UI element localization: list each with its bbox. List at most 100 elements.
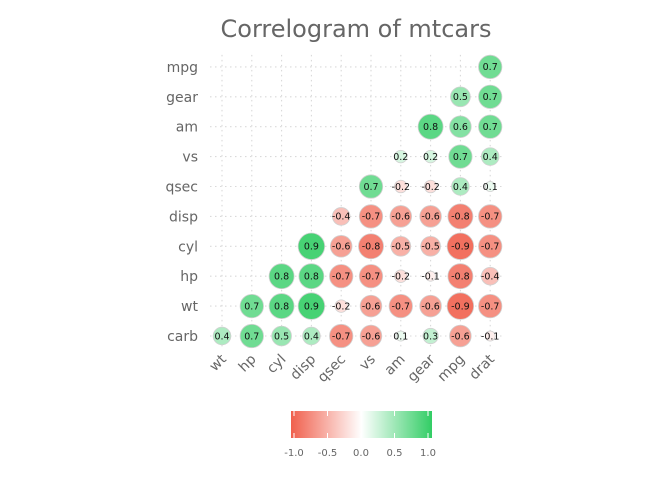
cell-qsec-am xyxy=(394,179,408,194)
y-tick-mpg: mpg xyxy=(167,60,198,76)
cell-label-disp-am: -0.6 xyxy=(392,212,411,223)
x-tick-cyl: cyl xyxy=(264,352,289,377)
cell-label-am-gear: 0.8 xyxy=(423,122,438,133)
cell-label-hp-cyl: 0.8 xyxy=(274,272,289,283)
y-tick-vs: vs xyxy=(182,150,198,166)
cell-label-cyl-vs: -0.8 xyxy=(362,242,381,253)
x-tick-disp: disp xyxy=(287,351,319,383)
cell-cyl-qsec xyxy=(329,235,353,258)
y-tick-wt: wt xyxy=(181,299,198,315)
cell-label-vs-gear: 0.2 xyxy=(423,152,438,163)
cell-carb-gear xyxy=(422,327,439,345)
cell-label-wt-disp: 0.9 xyxy=(304,301,319,312)
cell-disp-gear xyxy=(419,205,442,228)
cell-label-hp-drat: -0.4 xyxy=(481,272,500,283)
cell-label-carb-disp: 0.4 xyxy=(304,331,319,342)
x-tick-vs: vs xyxy=(356,352,378,374)
cell-label-wt-qsec: -0.2 xyxy=(332,301,351,312)
cell-cyl-gear xyxy=(420,236,441,257)
cell-am-drat xyxy=(478,114,503,139)
cell-label-carb-cyl: 0.5 xyxy=(274,331,289,342)
cell-carb-wt xyxy=(212,326,232,346)
cell-wt-disp xyxy=(297,292,326,320)
cell-qsec-vs xyxy=(358,174,384,199)
cell-carb-disp xyxy=(302,326,321,346)
cell-label-am-mpg: 0.6 xyxy=(453,122,468,133)
cell-label-carb-mpg: -0.6 xyxy=(451,331,470,342)
cell-gear-mpg xyxy=(450,86,471,108)
cell-carb-mpg xyxy=(449,324,472,348)
legend-tick-label-3: 0.5 xyxy=(387,448,403,459)
x-tick-mpg: mpg xyxy=(435,352,469,386)
cell-am-gear xyxy=(417,113,444,140)
cell-label-disp-mpg: -0.8 xyxy=(451,212,470,223)
cell-label-wt-hp: 0.7 xyxy=(244,301,259,312)
y-tick-disp: disp xyxy=(169,209,198,225)
cell-carb-cyl xyxy=(271,325,292,347)
cell-label-carb-am: 0.1 xyxy=(393,331,408,342)
cell-label-cyl-disp: 0.9 xyxy=(304,242,319,253)
y-tick-carb: carb xyxy=(167,329,198,345)
cell-label-hp-qsec: -0.7 xyxy=(332,272,351,283)
cell-label-cyl-mpg: -0.9 xyxy=(451,242,470,253)
cell-label-cyl-gear: -0.5 xyxy=(421,242,440,253)
cell-label-disp-qsec: -0.4 xyxy=(332,212,351,223)
x-tick-drat: drat xyxy=(466,351,498,383)
cell-vs-gear xyxy=(423,149,438,164)
cell-label-wt-mpg: -0.9 xyxy=(451,301,470,312)
y-tick-am: am xyxy=(176,120,198,136)
cell-qsec-drat xyxy=(484,181,496,192)
cell-hp-qsec xyxy=(329,264,354,289)
grid xyxy=(210,54,503,348)
cell-label-gear-drat: 0.7 xyxy=(483,92,498,103)
cell-label-qsec-vs: 0.7 xyxy=(363,182,378,193)
cell-mpg-drat xyxy=(478,54,503,80)
cell-label-qsec-gear: -0.2 xyxy=(421,182,440,193)
cell-cyl-am xyxy=(390,236,412,257)
x-tick-gear: gear xyxy=(405,351,439,385)
legend-tick-label-1: -0.5 xyxy=(318,448,338,459)
cell-hp-vs xyxy=(358,264,384,289)
cell-disp-am xyxy=(389,205,413,228)
cell-am-mpg xyxy=(449,115,472,138)
cell-hp-drat xyxy=(480,266,500,286)
cell-label-hp-disp: 0.8 xyxy=(304,272,319,283)
cell-label-mpg-drat: 0.7 xyxy=(483,62,498,73)
cell-vs-drat xyxy=(480,147,500,166)
cell-hp-cyl xyxy=(268,263,295,290)
cell-label-disp-gear: -0.6 xyxy=(421,212,440,223)
cell-label-hp-mpg: -0.8 xyxy=(451,272,470,283)
cell-label-am-drat: 0.7 xyxy=(483,122,498,133)
cell-label-cyl-am: -0.5 xyxy=(392,242,411,253)
chart-title: Correlogram of mtcars xyxy=(221,15,492,43)
cells: 0.4 0.7 0.5 0.4 -0.7 -0.6 0.1 0.3 -0.6 -0.1 0.7 0.8… xyxy=(212,54,503,349)
cell-label-wt-drat: -0.7 xyxy=(481,301,500,312)
cell-label-disp-vs: -0.7 xyxy=(362,212,381,223)
cell-label-qsec-am: -0.2 xyxy=(392,182,411,193)
cell-label-hp-am: -0.2 xyxy=(392,272,411,283)
cell-label-cyl-qsec: -0.6 xyxy=(332,242,351,253)
cell-disp-vs xyxy=(358,204,384,229)
cell-hp-disp xyxy=(298,263,325,290)
y-tick-cyl: cyl xyxy=(178,239,198,255)
cell-wt-am xyxy=(388,293,413,319)
cell-vs-am xyxy=(394,149,408,164)
legend-tick-label-0: -1.0 xyxy=(284,448,304,459)
cell-wt-cyl xyxy=(268,293,295,320)
cell-label-carb-wt: 0.4 xyxy=(214,331,229,342)
cell-gear-drat xyxy=(478,84,503,109)
cell-carb-hp xyxy=(239,323,264,349)
cell-carb-qsec xyxy=(329,323,354,349)
cell-qsec-gear xyxy=(423,179,438,194)
legend-tick-label-2: 0.0 xyxy=(353,448,369,459)
cell-label-hp-gear: -0.1 xyxy=(421,272,440,283)
y-tick-gear: gear xyxy=(166,90,198,106)
cell-label-vs-mpg: 0.7 xyxy=(453,152,468,163)
cell-wt-hp xyxy=(239,293,264,319)
cell-cyl-disp xyxy=(297,232,326,260)
cell-cyl-mpg xyxy=(446,232,475,260)
cell-vs-mpg xyxy=(448,144,473,169)
